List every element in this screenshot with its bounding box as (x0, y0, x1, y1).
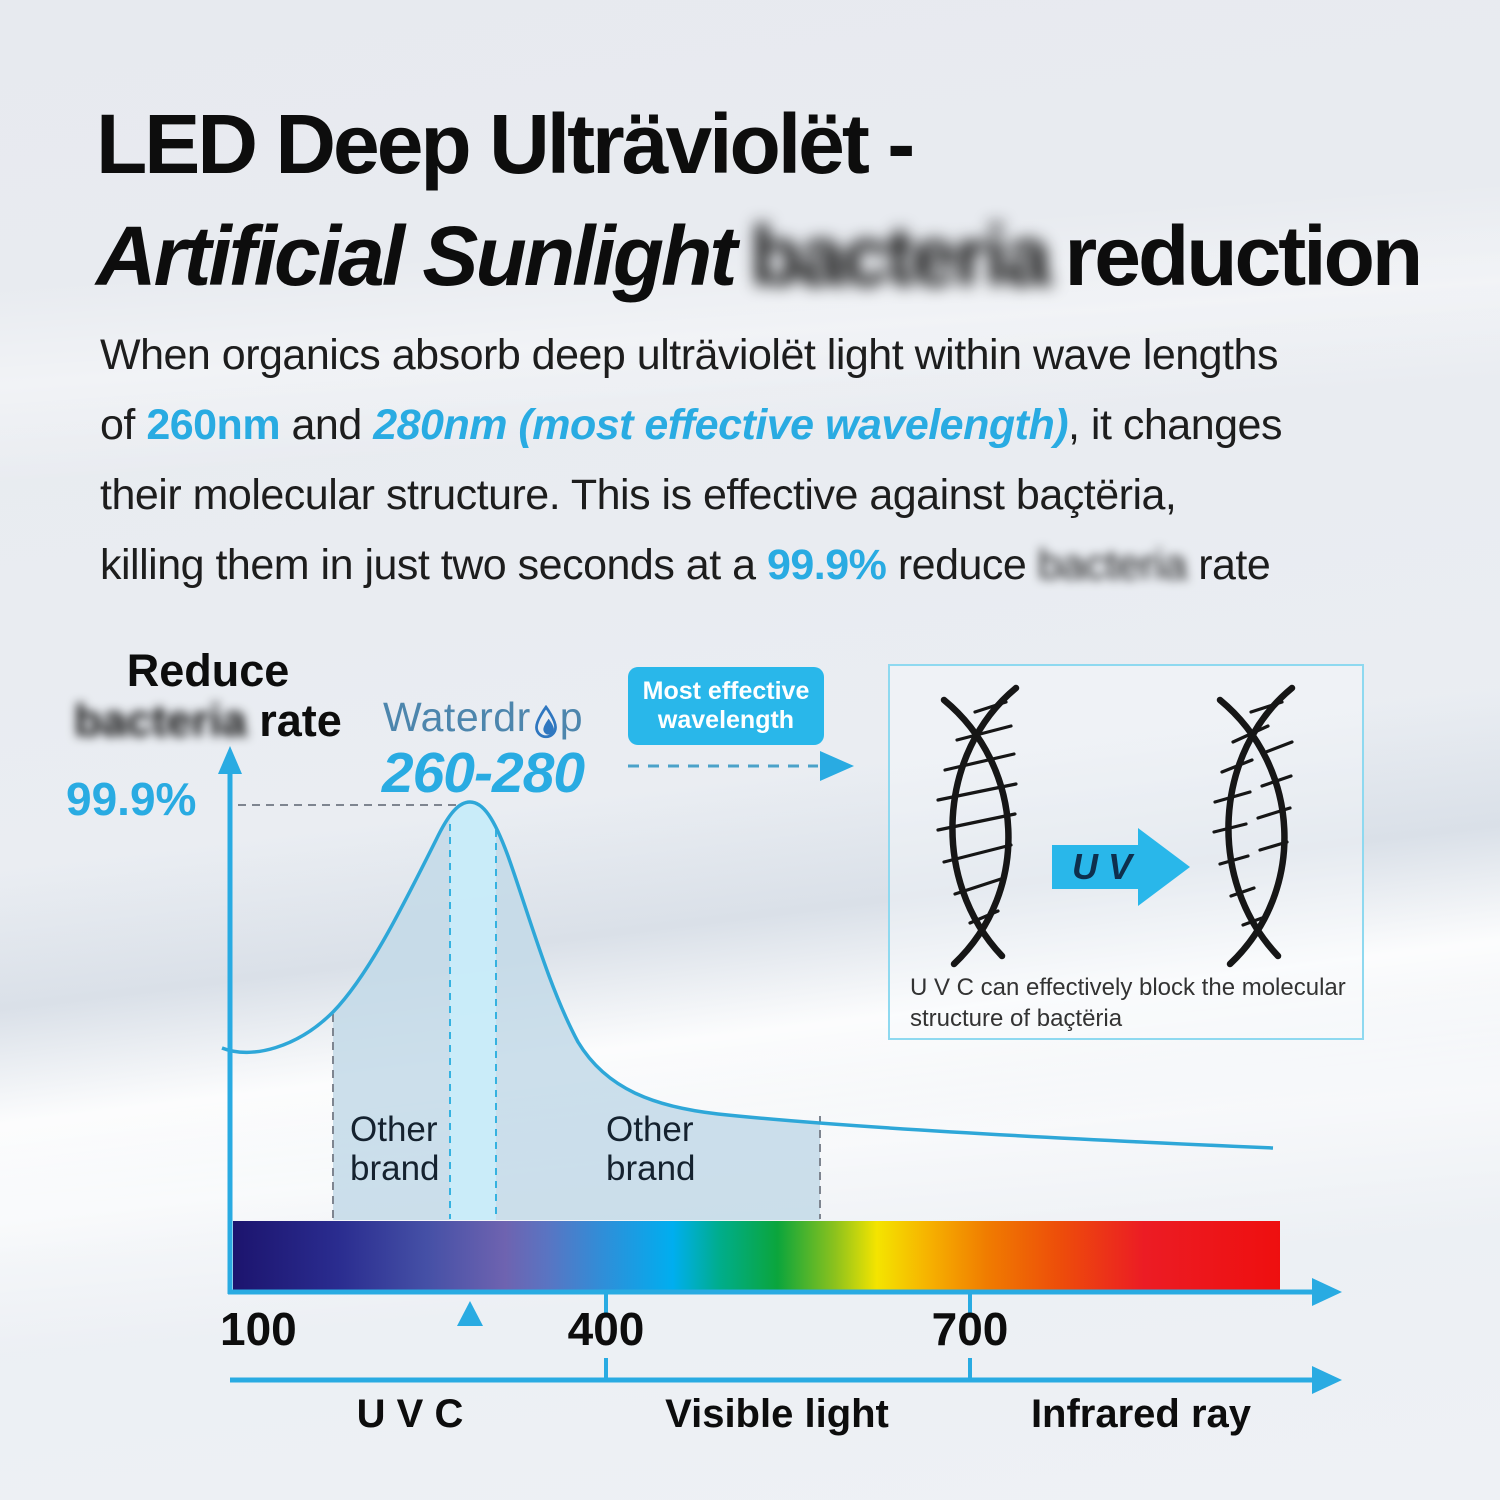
title-line-1: LED Deep Ulträviolët - (96, 97, 915, 191)
wavelength-280nm: 280nm (most effective wavelength) (373, 401, 1069, 449)
y-max-value: 99.9% (66, 773, 197, 825)
peak-wavelength-range: 260-280 (381, 741, 585, 805)
page-title: LED Deep Ulträviolët - Artificial Sunlig… (96, 88, 1496, 312)
tick-label-100: 100 (220, 1303, 297, 1355)
intro-blurred-word: bacteria (1037, 541, 1187, 589)
intro-line-3: their molecular structure. This is effec… (100, 471, 1177, 519)
other-brand-label-2: Other brand (606, 1110, 696, 1188)
wavelength-260nm: 260nm (146, 401, 281, 449)
peak-position-marker (457, 1301, 483, 1326)
y-axis-label: Reduce bacteria rate (74, 645, 342, 746)
brand-text-pre: Waterdr (382, 694, 531, 740)
section-label-visible-light: Visible light (665, 1392, 889, 1436)
title-italic-part: Artificial Sunlight (96, 209, 737, 303)
y-axis (218, 746, 242, 1294)
ylabel-blurred-word: bacteria (74, 695, 247, 746)
intro-line-1: When organics absorb deep ulträviolët li… (100, 331, 1278, 379)
title-end-part: reduction (1064, 209, 1424, 303)
brand-logo: Waterdr p (368, 694, 598, 741)
tick-label-700: 700 (931, 1303, 1009, 1355)
uv-arrow-label: U V (1071, 846, 1132, 887)
intro-paragraph: When organics absorb deep ulträviolët li… (100, 320, 1460, 600)
spectrum-bar (233, 1221, 1280, 1292)
title-line-2: Artificial Sunlight bacteria reduction (96, 200, 1496, 312)
section-label-uvc: U V C (356, 1392, 464, 1436)
waterdrop-icon (534, 705, 557, 739)
most-effective-wavelength-badge: Most effective wavelength (628, 667, 824, 745)
tick-label-400: 400 (567, 1303, 645, 1355)
brand-text-post: p (559, 694, 584, 740)
x-axis-sections (230, 1358, 1342, 1394)
intro-line-2: of 260nm and 280nm (most effective wavel… (100, 401, 1282, 449)
badge-arrow (628, 751, 854, 781)
other-brand-label-1: Other brand (350, 1110, 440, 1188)
rate-99-9: 99.9% (766, 541, 887, 589)
title-blurred-word: bacteria (750, 209, 1051, 303)
section-label-infrared-ray: Infrared ray (1030, 1392, 1252, 1436)
intro-line-4: killing them in just two seconds at a 99… (100, 541, 1271, 589)
uv-box-caption: U V C can effectively block the molecula… (910, 974, 1346, 1032)
